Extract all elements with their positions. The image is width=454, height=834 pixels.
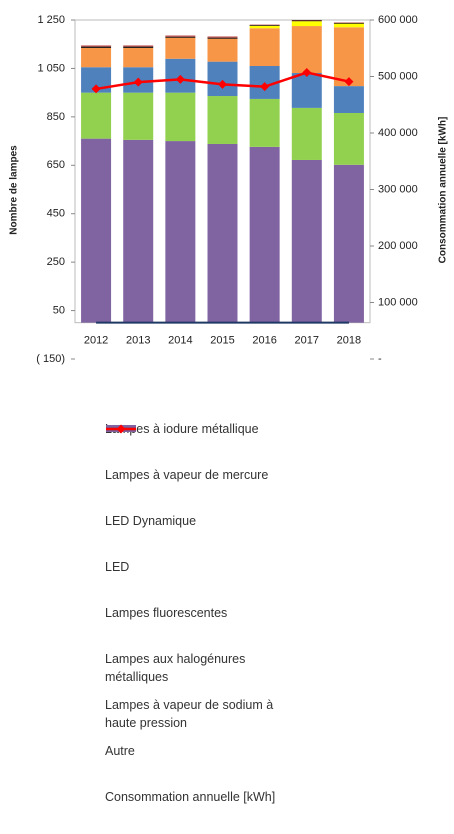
bar-segment xyxy=(81,48,111,67)
bar-segment xyxy=(292,21,322,26)
bar-segment xyxy=(334,86,364,113)
y-axis-title: Nombre de lampes xyxy=(9,145,20,235)
bar-segment xyxy=(208,39,238,62)
legend-label: Lampes à vapeur de mercure xyxy=(105,466,295,484)
bar-segment xyxy=(334,24,364,28)
x-tick-label: 2013 xyxy=(126,335,150,347)
legend-item: LED xyxy=(105,558,295,604)
bar-segment xyxy=(165,141,195,323)
x-tick-label: 2012 xyxy=(84,335,108,347)
bar-segment xyxy=(250,147,280,323)
page: {"chart_data": {"type": "bar", "stacked"… xyxy=(0,0,454,803)
bar-segment xyxy=(208,62,238,96)
bar-segment xyxy=(292,108,322,160)
bar-segment xyxy=(250,28,280,66)
bar-segment xyxy=(81,139,111,323)
y-tick-label: ( 150) xyxy=(36,353,65,365)
bar-segment xyxy=(81,47,111,48)
bar-segment xyxy=(81,93,111,139)
bar-segment xyxy=(208,38,238,39)
bar-segment xyxy=(123,45,153,46)
chart: Nombre de lampes Consommation annuelle [… xyxy=(0,0,454,400)
bar-segment xyxy=(250,25,280,26)
y2-axis-title: Consommation annuelle [kWh] xyxy=(438,117,449,264)
bar-segment xyxy=(123,93,153,140)
swatch-marker xyxy=(117,425,126,434)
legend-label: Lampes fluorescentes xyxy=(105,604,295,622)
bar-segment xyxy=(165,37,195,38)
bar-segment xyxy=(208,36,238,37)
y2-tick-label: - xyxy=(378,353,382,365)
bar-segment xyxy=(250,26,280,28)
bar-segment xyxy=(123,47,153,48)
bar-segment xyxy=(292,20,322,21)
bar-segment xyxy=(334,113,364,165)
y-tick-label: 1 250 xyxy=(37,14,65,26)
legend-item: LED Dynamique xyxy=(105,512,295,558)
bar-segment xyxy=(208,96,238,144)
y-tick-label: 1 050 xyxy=(37,62,65,74)
y-tick-label: 850 xyxy=(47,111,65,123)
bar-segment xyxy=(123,140,153,323)
y-tick-label: 650 xyxy=(47,159,65,171)
y2-tick-label: 300 000 xyxy=(378,183,418,195)
legend-item: Autre xyxy=(105,742,295,788)
bar-segment xyxy=(165,93,195,141)
bar-segment xyxy=(334,165,364,323)
y2-tick-label: 500 000 xyxy=(378,70,418,82)
bar-segment xyxy=(208,144,238,323)
x-tick-label: 2018 xyxy=(337,335,361,347)
bar-segment xyxy=(292,26,322,73)
bar-segment xyxy=(292,73,322,108)
bar-segment xyxy=(81,45,111,46)
y-tick-label: 50 xyxy=(53,304,65,316)
legend-label: LED xyxy=(105,558,295,576)
bar-segment xyxy=(250,99,280,147)
y2-tick-label: 600 000 xyxy=(378,14,418,26)
legend-label: LED Dynamique xyxy=(105,512,295,530)
legend-item: Lampes aux halogénures métalliques xyxy=(105,650,295,696)
legend-label: Lampes aux halogénures métalliques xyxy=(105,650,295,686)
legend-label: Lampes à vapeur de sodium à haute pressi… xyxy=(105,696,295,732)
y-tick-label: 450 xyxy=(47,208,65,220)
x-tick-label: 2014 xyxy=(168,335,192,347)
bar-segment xyxy=(292,160,322,323)
x-tick-label: 2017 xyxy=(295,335,319,347)
legend-item: Lampes à vapeur de sodium à haute pressi… xyxy=(105,696,295,742)
bar-segment xyxy=(165,35,195,36)
legend-swatch xyxy=(105,420,137,436)
bar-segment xyxy=(165,38,195,59)
legend-item: Lampes à vapeur de mercure xyxy=(105,466,295,512)
legend-item: Consommation annuelle [kWh] xyxy=(105,788,295,834)
bar-segment xyxy=(123,48,153,67)
y-tick-label: 250 xyxy=(47,256,65,268)
x-tick-label: 2015 xyxy=(210,335,234,347)
x-tick-label: 2016 xyxy=(252,335,276,347)
legend-label: Autre xyxy=(105,742,295,760)
legend-item: Lampes fluorescentes xyxy=(105,604,295,650)
y2-tick-label: 100 000 xyxy=(378,296,418,308)
bar-segment xyxy=(334,23,364,24)
y2-tick-label: 200 000 xyxy=(378,240,418,252)
y2-tick-label: 400 000 xyxy=(378,127,418,139)
legend-label: Consommation annuelle [kWh] xyxy=(105,788,295,806)
